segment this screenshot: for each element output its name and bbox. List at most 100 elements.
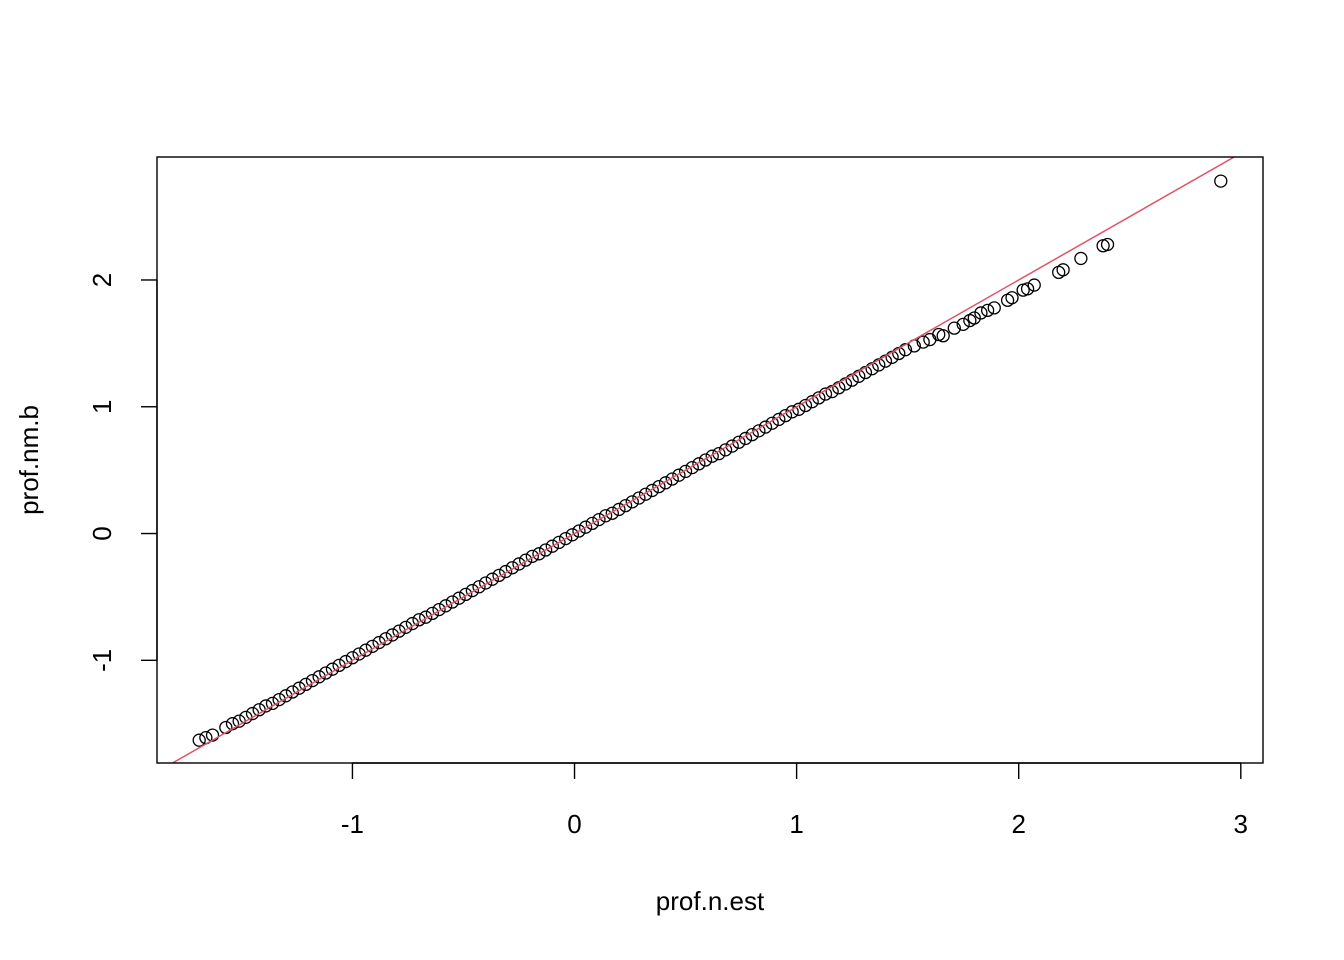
data-point xyxy=(425,606,440,621)
y-tick-label: 0 xyxy=(87,526,117,540)
data-point xyxy=(545,539,559,553)
data-point xyxy=(598,509,613,523)
data-point xyxy=(1020,282,1035,296)
y-tick-label: -1 xyxy=(87,649,117,672)
data-point xyxy=(225,717,240,731)
data-point xyxy=(285,685,300,699)
data-point xyxy=(539,543,553,557)
data-point xyxy=(505,561,519,575)
data-point xyxy=(272,692,286,707)
data-point xyxy=(923,332,937,347)
data-point xyxy=(772,412,786,427)
data-point xyxy=(1074,251,1088,266)
data-point xyxy=(858,365,873,380)
data-point xyxy=(672,468,686,482)
data-point xyxy=(345,651,360,665)
data-point xyxy=(625,495,639,509)
x-tick-label: -1 xyxy=(341,809,364,839)
data-point xyxy=(1052,265,1066,280)
data-point xyxy=(838,377,853,391)
data-point xyxy=(1100,237,1115,252)
data-point xyxy=(339,654,353,669)
data-point xyxy=(892,346,906,361)
data-point xyxy=(492,568,506,583)
data-point xyxy=(439,599,453,613)
data-point xyxy=(359,643,373,657)
data-point xyxy=(592,512,606,527)
data-point xyxy=(265,696,280,711)
data-point xyxy=(365,639,380,654)
data-point xyxy=(705,449,719,463)
data-point xyxy=(725,439,739,453)
data-point xyxy=(479,576,493,590)
data-point xyxy=(552,535,566,550)
data-point xyxy=(652,479,666,494)
data-point xyxy=(279,689,293,703)
data-point xyxy=(445,595,460,609)
data-point xyxy=(878,354,893,368)
data-point xyxy=(605,506,619,520)
data-point xyxy=(698,453,713,467)
data-point xyxy=(405,616,420,631)
data-point xyxy=(332,658,346,673)
data-point xyxy=(459,587,473,602)
data-point xyxy=(872,358,886,372)
data-point xyxy=(745,427,759,442)
data-point xyxy=(885,350,899,364)
data-point xyxy=(956,317,970,332)
data-point xyxy=(963,313,977,328)
data-point xyxy=(558,531,573,546)
data-point xyxy=(312,670,326,684)
data-point xyxy=(845,373,859,387)
data-point xyxy=(678,464,693,479)
reference-line-layer xyxy=(171,157,1236,763)
data-point xyxy=(465,583,480,598)
data-point xyxy=(572,524,586,538)
data-point xyxy=(578,520,593,534)
data-point xyxy=(974,306,988,320)
data-point xyxy=(612,502,626,517)
data-point xyxy=(1214,174,1228,188)
data-point xyxy=(638,487,653,501)
points-layer xyxy=(192,174,1228,747)
data-point xyxy=(732,435,746,449)
x-axis-label: prof.n.est xyxy=(656,886,765,916)
x-tick-label: 3 xyxy=(1234,809,1248,839)
data-point xyxy=(765,416,779,430)
data-point xyxy=(412,613,426,627)
data-point xyxy=(525,549,539,563)
data-point xyxy=(712,447,726,461)
x-tick-label: 1 xyxy=(789,809,803,839)
data-point xyxy=(585,516,599,531)
data-point xyxy=(916,335,930,349)
data-point xyxy=(825,384,839,399)
x-tick-label: 2 xyxy=(1011,809,1025,839)
data-point xyxy=(645,483,659,498)
data-point xyxy=(632,491,646,505)
data-point xyxy=(987,301,1001,315)
data-point xyxy=(1005,291,1019,305)
data-point xyxy=(752,424,766,438)
data-point xyxy=(785,405,799,419)
data-point xyxy=(519,553,533,567)
data-point xyxy=(738,431,753,446)
data-point xyxy=(758,420,773,434)
data-point xyxy=(352,647,366,661)
data-point xyxy=(947,321,961,335)
data-point xyxy=(618,498,633,513)
data-point xyxy=(980,303,995,318)
data-point xyxy=(865,362,879,376)
data-point xyxy=(385,628,400,642)
data-point xyxy=(299,677,313,692)
data-point xyxy=(325,662,340,676)
data-point xyxy=(718,443,733,457)
data-point xyxy=(967,311,981,325)
data-point xyxy=(319,666,333,680)
data-point xyxy=(399,620,413,634)
data-point xyxy=(432,602,446,617)
data-point xyxy=(665,472,679,486)
data-point xyxy=(692,457,706,471)
data-point xyxy=(419,610,433,624)
data-point xyxy=(512,557,526,571)
